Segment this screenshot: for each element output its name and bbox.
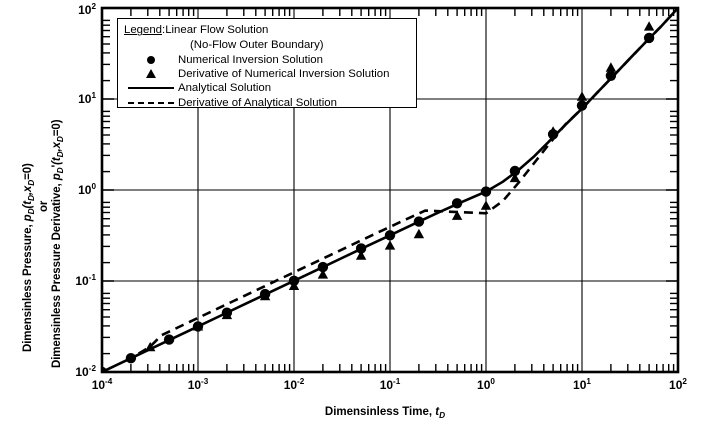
- filled-triangle-icon: [124, 67, 178, 81]
- y-tick-label-4: 101: [78, 91, 96, 106]
- legend-entry-derivative-numerical: Derivative of Numerical Inversion Soluti…: [124, 67, 410, 81]
- legend-title: Legend: Linear Flow Solution: [124, 23, 410, 38]
- y-minor-ticks: [102, 19, 110, 355]
- y-minor-ticks-right: [670, 19, 678, 355]
- y-axis-title-line2: or: [38, 200, 50, 212]
- x-tick-label-2: 10-3: [187, 377, 209, 392]
- markers-numerical-inversion: [102, 32, 655, 372]
- legend-label-3: Analytical Solution: [178, 82, 272, 95]
- y-axis-title-line3: Dimensinless Pressure Derivative, pD'(tD…: [51, 119, 65, 368]
- x-tick-label-6: 101: [573, 377, 591, 392]
- legend-label-4: Derivative of Analytical Solution: [178, 96, 337, 109]
- y-tick-label-5: 102: [78, 2, 96, 17]
- chart-legend: Legend: Linear Flow Solution (No-Flow Ou…: [117, 18, 417, 110]
- legend-title-underlined: Legend: [124, 24, 163, 37]
- series-derivative-analytical: [137, 8, 678, 355]
- y-axis-title-line1: Dimensinless Pressure, pD(tD,xD=0): [22, 163, 36, 352]
- x-tick-label-4: 10-1: [379, 377, 401, 392]
- x-minor-ticks: [130, 364, 675, 372]
- dashed-line-icon: [124, 96, 178, 110]
- legend-entry-derivative-analytical: Derivative of Analytical Solution: [124, 96, 410, 110]
- legend-entry-analytical: Analytical Solution: [124, 81, 410, 95]
- x-tick-label-7: 102: [669, 377, 687, 392]
- x-tick-label-1: 10-4: [91, 377, 113, 392]
- legend-subtitle: (No-Flow Outer Boundary): [190, 39, 324, 52]
- y-tick-label-3: 100: [78, 182, 96, 197]
- legend-label-1: Numerical Inversion Solution: [178, 54, 323, 66]
- major-ticks: [102, 98, 678, 282]
- filled-circle-icon: [124, 53, 178, 67]
- solid-line-icon: [124, 81, 178, 95]
- y-tick-label-1: 10-2: [75, 364, 96, 379]
- plot-frame: [100, 6, 680, 374]
- y-tick-label-2: 10-1: [75, 273, 96, 288]
- legend-title-sep: :: [162, 24, 166, 37]
- series-analytical: [102, 8, 678, 372]
- legend-title-text: Linear Flow Solution: [165, 24, 269, 37]
- legend-label-2: Derivative of Numerical Inversion Soluti…: [178, 68, 390, 81]
- x-tick-label-5: 100: [477, 377, 495, 392]
- legend-entry-numerical-inversion: Numerical Inversion Solution: [124, 53, 410, 67]
- x-axis-title: Dimensinless Time, tD: [324, 406, 446, 420]
- x-tick-label-3: 10-2: [283, 377, 305, 392]
